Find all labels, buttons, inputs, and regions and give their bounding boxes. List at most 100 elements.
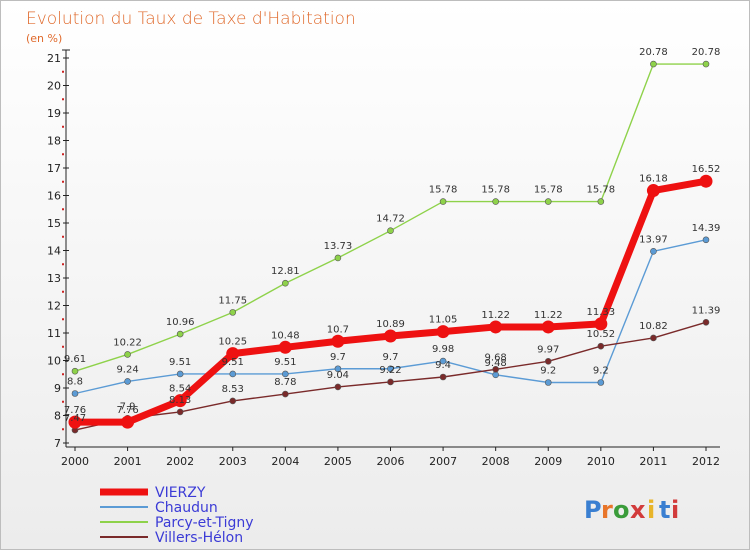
- x-tick-label: 2008: [482, 455, 510, 468]
- data-point: [544, 379, 552, 386]
- logo-letter: P: [584, 496, 602, 524]
- data-point: [492, 365, 499, 373]
- data-label: 9.51: [274, 357, 296, 368]
- data-point: [229, 370, 237, 378]
- data-label: 9.51: [169, 357, 191, 368]
- data-point: [650, 248, 657, 255]
- data-point: [124, 378, 131, 385]
- data-label: 10.48: [271, 330, 300, 341]
- data-point: [489, 320, 503, 334]
- data-label: 9.04: [327, 370, 349, 381]
- unit-label: (en %): [26, 32, 62, 45]
- x-tick-label: 2011: [639, 455, 667, 468]
- y-tick-label: 9: [54, 382, 61, 395]
- data-label: 13.97: [639, 234, 668, 245]
- series-layer: [68, 60, 713, 434]
- data-label: 9.2: [540, 366, 556, 377]
- data-point: [334, 254, 342, 262]
- x-tick-label: 2010: [587, 455, 615, 468]
- data-point: [176, 370, 184, 378]
- data-point: [384, 329, 397, 343]
- x-tick-label: 2005: [324, 455, 352, 468]
- data-label: 10.22: [113, 337, 142, 348]
- data-point: [597, 198, 605, 205]
- data-point: [439, 373, 447, 381]
- data-point: [387, 378, 394, 386]
- data-label: 15.78: [534, 185, 563, 196]
- data-label: 10.7: [327, 324, 349, 335]
- y-tick-label: 12: [47, 300, 61, 313]
- data-point: [541, 320, 555, 334]
- data-point: [439, 198, 447, 205]
- data-point: [71, 367, 79, 375]
- series-vierzy: [68, 174, 713, 429]
- data-point: [229, 309, 237, 316]
- x-tick-label: 2004: [271, 455, 299, 468]
- data-point: [544, 358, 552, 365]
- y-tick-label: 15: [47, 217, 61, 230]
- data-label: 16.52: [692, 164, 721, 175]
- data-labels: 7.76 7.76 8.54 10.25 10.48 10.7 10.89 11.05 11.2…: [64, 47, 720, 424]
- x-tick-label: 2006: [377, 455, 405, 468]
- chart-title: Evolution du Taux de Taxe d'Habitation: [26, 9, 356, 29]
- data-label: 8.53: [222, 384, 244, 395]
- data-point: [334, 365, 342, 373]
- legend-label: Villers-Hélon: [155, 530, 243, 546]
- y-tick-label: 18: [47, 135, 61, 148]
- series-parcy-et-tigny: [71, 60, 710, 375]
- logo-letter: o: [613, 496, 630, 524]
- data-point: [699, 174, 713, 188]
- data-label: 10.52: [587, 329, 616, 340]
- y-tick-label: 10: [47, 355, 61, 368]
- logo-letter: t: [659, 496, 670, 524]
- data-label: 8.8: [67, 377, 83, 388]
- data-label: 11.05: [429, 315, 458, 326]
- legend-label: Parcy-et-Tigny: [155, 515, 254, 531]
- data-label: 14.39: [692, 223, 721, 234]
- logo-letter: i: [671, 496, 679, 524]
- data-point: [176, 408, 184, 416]
- data-label: 9.24: [116, 364, 138, 375]
- data-label: 11.39: [692, 305, 721, 316]
- y-tick-label: 14: [47, 245, 61, 258]
- y-tick-label: 16: [47, 190, 61, 203]
- data-point: [226, 347, 240, 361]
- data-point: [597, 379, 605, 386]
- data-label: 9.51: [222, 357, 244, 368]
- x-tick-label: 2012: [692, 455, 720, 468]
- data-point: [229, 397, 237, 405]
- data-label: 8.78: [274, 377, 296, 388]
- x-tick-label: 2003: [219, 455, 247, 468]
- data-label: 20.78: [639, 47, 668, 58]
- data-label: 12.81: [271, 266, 300, 277]
- data-label: 9.7: [383, 352, 399, 363]
- data-label: 10.82: [639, 321, 668, 332]
- data-label: 9.97: [537, 344, 559, 355]
- data-point: [650, 334, 657, 342]
- data-point: [173, 394, 187, 408]
- logo-letter: i: [647, 496, 655, 524]
- data-point: [124, 351, 131, 358]
- y-tick-label: 21: [47, 52, 61, 65]
- y-tick-label: 7: [54, 437, 61, 450]
- data-label: 9.48: [485, 358, 507, 369]
- data-label: 11.22: [534, 310, 563, 321]
- data-point: [702, 60, 710, 68]
- x-tick-label: 2002: [166, 455, 194, 468]
- data-point: [387, 227, 394, 234]
- y-tick-label: 19: [47, 107, 61, 120]
- data-label: 15.78: [481, 185, 510, 196]
- y-tick-label: 17: [47, 162, 61, 175]
- y-tick-label: 11: [47, 327, 61, 340]
- y-tick-label: 8: [54, 410, 61, 423]
- data-label: 9.68: [485, 352, 507, 363]
- data-point: [702, 236, 710, 244]
- data-point: [544, 198, 552, 205]
- data-point: [436, 325, 450, 339]
- x-tick-label: 2009: [534, 455, 562, 468]
- data-label: 9.2: [593, 366, 609, 377]
